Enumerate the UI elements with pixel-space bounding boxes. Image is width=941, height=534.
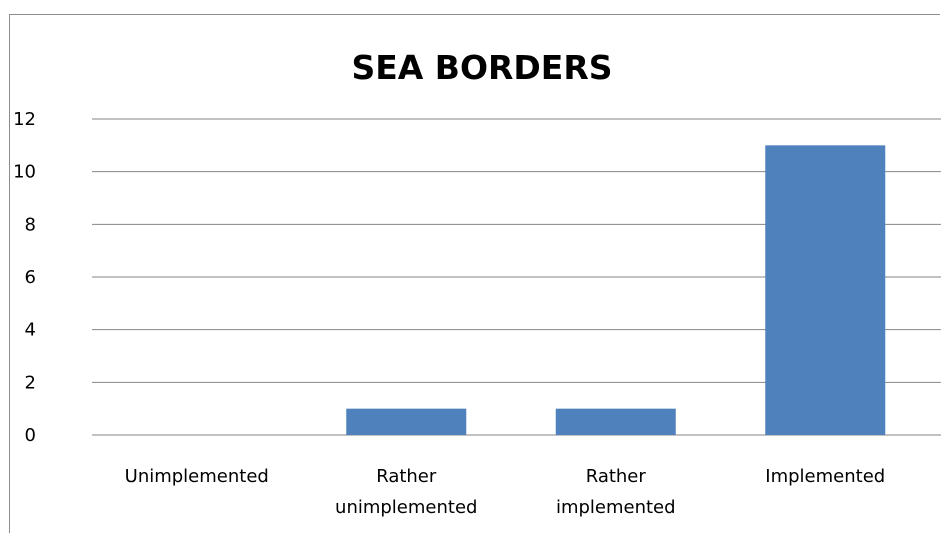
x-axis-labels: Unimplemented Rather unimplemented Rather im…	[125, 466, 886, 518]
y-tick-label: 12	[13, 109, 36, 130]
bar	[765, 145, 886, 436]
x-category-label: Rather unimplemented	[335, 466, 477, 518]
gridlines	[92, 118, 941, 436]
y-axis-ticks: 0 2 4 6 8 10 12	[13, 109, 36, 446]
x-category-label: Rather implemented	[556, 466, 676, 518]
bar-chart: 0 2 4 6 8 10 12 Unimplemented Rather unimplement…	[13, 48, 941, 518]
y-tick-label: 8	[25, 214, 36, 235]
y-tick-label: 10	[13, 162, 36, 183]
y-tick-label: 2	[25, 372, 36, 393]
bar	[555, 408, 676, 435]
y-tick-label: 0	[25, 425, 36, 446]
chart-title: SEA BORDERS	[351, 48, 612, 87]
x-category-label: Implemented	[765, 466, 885, 487]
y-tick-label: 6	[25, 267, 36, 288]
y-tick-label: 4	[25, 320, 36, 341]
bars	[346, 145, 886, 436]
bar	[346, 408, 467, 435]
chart-area: 0 2 4 6 8 10 12 Unimplemented Rather unimplement…	[9, 14, 941, 533]
x-category-label: Unimplemented	[125, 466, 269, 487]
